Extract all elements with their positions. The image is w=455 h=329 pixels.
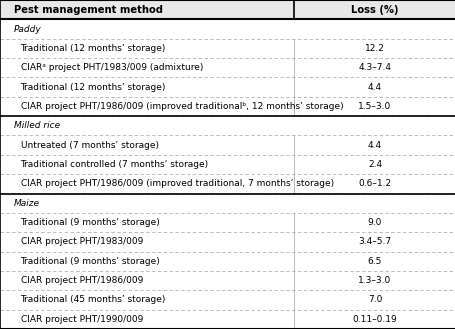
Bar bbox=[293, 77, 455, 97]
Text: CIAR project PHT/1990/009: CIAR project PHT/1990/009 bbox=[20, 315, 142, 324]
Bar bbox=[293, 155, 455, 174]
Bar bbox=[293, 271, 455, 290]
Text: CIAR project PHT/1986/009: CIAR project PHT/1986/009 bbox=[20, 276, 142, 285]
Bar bbox=[293, 97, 455, 116]
Bar bbox=[293, 39, 455, 58]
Text: Pest management method: Pest management method bbox=[14, 5, 162, 15]
Bar bbox=[0, 213, 293, 232]
Text: 0.11–0.19: 0.11–0.19 bbox=[352, 315, 397, 324]
Text: Traditional (9 months’ storage): Traditional (9 months’ storage) bbox=[20, 257, 160, 266]
Text: 4.3–7.4: 4.3–7.4 bbox=[358, 63, 391, 72]
Text: Untreated (7 months’ storage): Untreated (7 months’ storage) bbox=[20, 140, 158, 150]
Bar bbox=[0, 39, 293, 58]
Bar bbox=[0, 19, 455, 39]
Bar bbox=[0, 193, 455, 213]
Bar bbox=[293, 0, 455, 19]
Bar bbox=[293, 58, 455, 77]
Text: 7.0: 7.0 bbox=[367, 295, 381, 304]
Bar bbox=[293, 232, 455, 252]
Bar bbox=[0, 174, 293, 193]
Bar bbox=[0, 0, 293, 19]
Text: 4.4: 4.4 bbox=[367, 140, 381, 150]
Bar bbox=[0, 136, 293, 155]
Bar bbox=[293, 310, 455, 329]
Text: Paddy: Paddy bbox=[14, 25, 41, 34]
Bar bbox=[0, 77, 293, 97]
Text: Traditional (45 months’ storage): Traditional (45 months’ storage) bbox=[20, 295, 166, 304]
Bar bbox=[293, 290, 455, 310]
Text: CIARᵃ project PHT/1983/009 (admixture): CIARᵃ project PHT/1983/009 (admixture) bbox=[20, 63, 202, 72]
Bar bbox=[293, 252, 455, 271]
Bar bbox=[0, 290, 293, 310]
Bar bbox=[293, 174, 455, 193]
Text: Traditional controlled (7 months’ storage): Traditional controlled (7 months’ storag… bbox=[20, 160, 208, 169]
Bar bbox=[0, 155, 293, 174]
Bar bbox=[0, 58, 293, 77]
Bar bbox=[293, 213, 455, 232]
Text: 4.4: 4.4 bbox=[367, 83, 381, 91]
Bar bbox=[0, 232, 293, 252]
Bar bbox=[0, 97, 293, 116]
Bar bbox=[0, 271, 293, 290]
Text: Maize: Maize bbox=[14, 199, 40, 208]
Text: 1.5–3.0: 1.5–3.0 bbox=[358, 102, 391, 111]
Text: Traditional (9 months’ storage): Traditional (9 months’ storage) bbox=[20, 218, 160, 227]
Text: CIAR project PHT/1986/009 (improved traditional, 7 months’ storage): CIAR project PHT/1986/009 (improved trad… bbox=[20, 179, 333, 189]
Text: CIAR project PHT/1983/009: CIAR project PHT/1983/009 bbox=[20, 238, 142, 246]
Text: Loss (%): Loss (%) bbox=[350, 5, 398, 15]
Text: 0.6–1.2: 0.6–1.2 bbox=[358, 179, 391, 189]
Bar bbox=[0, 116, 455, 136]
Text: 1.3–3.0: 1.3–3.0 bbox=[358, 276, 391, 285]
Text: Traditional (12 months’ storage): Traditional (12 months’ storage) bbox=[20, 83, 166, 91]
Bar bbox=[293, 136, 455, 155]
Text: Milled rice: Milled rice bbox=[14, 121, 60, 130]
Text: CIAR project PHT/1986/009 (improved traditionalᵇ, 12 months’ storage): CIAR project PHT/1986/009 (improved trad… bbox=[20, 102, 343, 111]
Bar bbox=[0, 310, 293, 329]
Text: 3.4–5.7: 3.4–5.7 bbox=[358, 238, 391, 246]
Text: 6.5: 6.5 bbox=[367, 257, 381, 266]
Text: Traditional (12 months’ storage): Traditional (12 months’ storage) bbox=[20, 44, 166, 53]
Text: 12.2: 12.2 bbox=[364, 44, 384, 53]
Text: 9.0: 9.0 bbox=[367, 218, 381, 227]
Bar bbox=[0, 252, 293, 271]
Text: 2.4: 2.4 bbox=[367, 160, 381, 169]
